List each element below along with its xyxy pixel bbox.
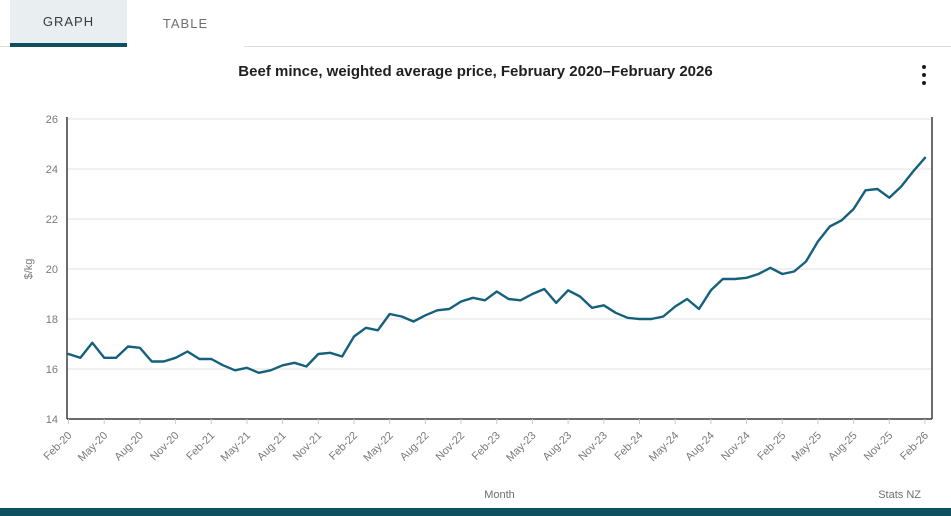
x-tick-label: Feb-22	[327, 430, 360, 463]
kebab-dot	[922, 73, 926, 77]
y-tick-label: 18	[46, 314, 58, 326]
x-tick-label: Feb-23	[470, 430, 503, 463]
x-tick-label: Aug-21	[255, 430, 289, 464]
y-axis-title: $/kg	[23, 259, 35, 280]
x-tick-label: Aug-22	[398, 430, 432, 464]
y-tick-label: 16	[46, 364, 58, 376]
x-axis-title: Month	[484, 489, 515, 501]
x-tick-label: May-21	[219, 430, 253, 464]
x-tick-label: Aug-25	[826, 430, 860, 464]
x-tick-label: Nov-20	[148, 430, 182, 464]
price-line-series	[67, 156, 927, 374]
x-tick-label: Nov-21	[291, 430, 325, 464]
x-tick-label: May-20	[76, 430, 110, 464]
x-tick-label: Feb-25	[755, 430, 788, 463]
source-label: Stats NZ	[878, 489, 921, 501]
x-tick-label: Aug-23	[541, 430, 575, 464]
gridlines	[67, 118, 932, 370]
tab-graph-label: GRAPH	[42, 14, 95, 29]
bottom-accent-bar	[0, 508, 951, 516]
x-tick-label: Feb-26	[898, 430, 931, 463]
kebab-dot	[922, 81, 926, 85]
tab-bar: GRAPH TABLE	[0, 0, 951, 47]
x-tick-label: Nov-23	[576, 430, 610, 464]
kebab-menu-icon[interactable]	[913, 58, 935, 92]
axis-frame	[66, 117, 933, 420]
x-tick-label: Feb-24	[612, 430, 645, 463]
x-tick-label: May-24	[647, 430, 681, 464]
x-tick-label: Nov-22	[434, 430, 468, 464]
tab-graph[interactable]: GRAPH	[10, 0, 127, 47]
x-tick-label: Aug-24	[683, 430, 717, 464]
x-axis-labels: Feb-20 May-20 Aug-20 Nov-20 Feb-21 May-21 Aug-…	[41, 419, 931, 464]
x-tick-label: Nov-24	[719, 430, 753, 464]
x-tick-label: May-22	[361, 430, 395, 464]
y-tick-label: 26	[46, 114, 58, 126]
line-chart: 14 16 18 20 22 24 26 Feb-20 May-20 Aug-20 Nov-20 Fe…	[0, 100, 951, 508]
x-tick-label: Aug-20	[112, 430, 146, 464]
y-tick-label: 24	[46, 164, 58, 176]
y-tick-label: 22	[46, 214, 58, 226]
x-tick-label: Feb-21	[184, 430, 217, 463]
kebab-dot	[922, 65, 926, 69]
x-tick-label: May-23	[504, 430, 538, 464]
chart-header: Beef mince, weighted average price, Febr…	[0, 47, 951, 100]
x-tick-label: Feb-20	[41, 430, 74, 463]
tab-table-label: TABLE	[162, 16, 209, 31]
y-tick-label: 20	[46, 264, 58, 276]
y-tick-label: 14	[46, 414, 58, 426]
x-tick-label: May-25	[790, 430, 824, 464]
chart-title: Beef mince, weighted average price, Febr…	[238, 63, 713, 80]
tab-table[interactable]: TABLE	[127, 0, 244, 47]
y-axis-labels: 14 16 18 20 22 24 26	[46, 114, 58, 426]
x-tick-label: Nov-25	[862, 430, 896, 464]
